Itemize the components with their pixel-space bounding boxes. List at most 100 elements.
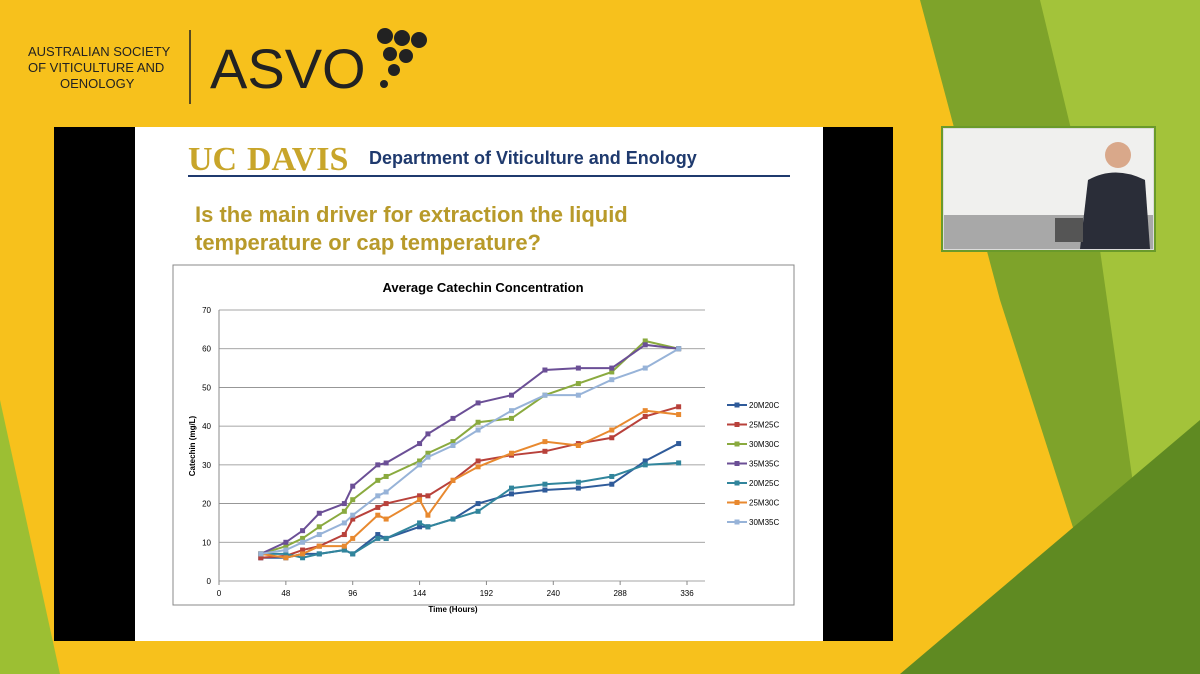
- point: [383, 473, 389, 479]
- legend-marker: [734, 480, 740, 486]
- x-tick-label: 240: [547, 589, 561, 598]
- point: [283, 547, 289, 553]
- x-tick-label: 48: [281, 589, 290, 598]
- point: [425, 454, 431, 460]
- point: [676, 346, 682, 352]
- point: [375, 462, 381, 468]
- point: [375, 532, 381, 538]
- legend-label: 25M30C: [749, 499, 779, 508]
- point: [341, 501, 347, 507]
- point: [475, 427, 481, 433]
- point: [425, 450, 431, 456]
- point: [450, 477, 456, 483]
- point: [341, 508, 347, 514]
- point: [375, 512, 381, 518]
- legend-label: 30M30C: [749, 440, 779, 449]
- point: [417, 497, 423, 503]
- point: [575, 443, 581, 448]
- point: [509, 485, 514, 491]
- y-tick-label: 40: [202, 422, 211, 431]
- legend-marker: [734, 519, 740, 525]
- point: [300, 535, 306, 541]
- x-tick-label: 336: [680, 589, 694, 598]
- x-tick-label: 192: [480, 589, 494, 598]
- point: [283, 555, 289, 561]
- point: [300, 539, 306, 545]
- point: [425, 431, 431, 437]
- point: [575, 479, 581, 485]
- point: [609, 369, 615, 375]
- point: [350, 483, 356, 489]
- series-line: [260, 409, 679, 559]
- point: [341, 547, 347, 553]
- point: [425, 512, 431, 518]
- point: [475, 464, 481, 470]
- point: [575, 485, 581, 491]
- point: [575, 392, 581, 398]
- point: [417, 524, 423, 530]
- point: [300, 528, 306, 534]
- point: [300, 551, 306, 557]
- series-line: [260, 343, 679, 555]
- point: [475, 458, 481, 464]
- point: [450, 516, 456, 522]
- point: [642, 462, 648, 468]
- point: [383, 489, 389, 495]
- point: [350, 516, 356, 522]
- point: [475, 419, 481, 425]
- point: [316, 543, 322, 549]
- point: [258, 555, 264, 561]
- point: [509, 408, 514, 414]
- point: [283, 539, 289, 545]
- davis: DAVIS: [247, 141, 348, 178]
- point: [383, 501, 389, 507]
- point: [383, 535, 389, 541]
- point: [450, 439, 456, 445]
- point: [300, 555, 306, 561]
- point: [350, 497, 356, 503]
- point: [642, 458, 648, 464]
- point: [575, 381, 581, 387]
- decor: [0, 400, 60, 674]
- point: [417, 462, 423, 468]
- org-name: AUSTRALIAN SOCIETY: [28, 44, 171, 59]
- point: [609, 365, 615, 371]
- legend-label: 35M35C: [749, 460, 779, 469]
- logo-grapes: [377, 28, 427, 88]
- point: [283, 551, 289, 557]
- point: [341, 520, 347, 526]
- logo: ASVO: [210, 37, 366, 100]
- point: [417, 441, 423, 447]
- series-line: [260, 347, 680, 555]
- series-line: [260, 339, 679, 555]
- point: [509, 491, 514, 497]
- chart-title: Average Catechin Concentration: [382, 280, 583, 295]
- question: temperature or cap temperature?: [195, 230, 541, 255]
- point: [609, 435, 615, 441]
- org-name: OENOLOGY: [60, 76, 135, 91]
- point: [642, 408, 648, 414]
- point: [425, 524, 431, 530]
- point: [609, 377, 615, 383]
- y-tick-label: 20: [202, 500, 211, 509]
- point: [509, 392, 514, 398]
- y-tick-label: 50: [202, 383, 211, 392]
- point: [542, 367, 548, 373]
- point: [642, 338, 648, 344]
- x-tick-label: 96: [348, 589, 357, 598]
- point: [316, 551, 322, 557]
- point: [258, 551, 264, 557]
- point: [417, 493, 423, 499]
- point: [609, 481, 615, 487]
- point: [417, 458, 423, 464]
- point: [316, 510, 322, 516]
- point: [316, 524, 322, 530]
- point: [676, 460, 682, 466]
- point: [383, 516, 389, 522]
- legend-label: 25M25C: [749, 421, 779, 430]
- point: [542, 448, 548, 454]
- point: [542, 439, 548, 445]
- point: [542, 487, 548, 493]
